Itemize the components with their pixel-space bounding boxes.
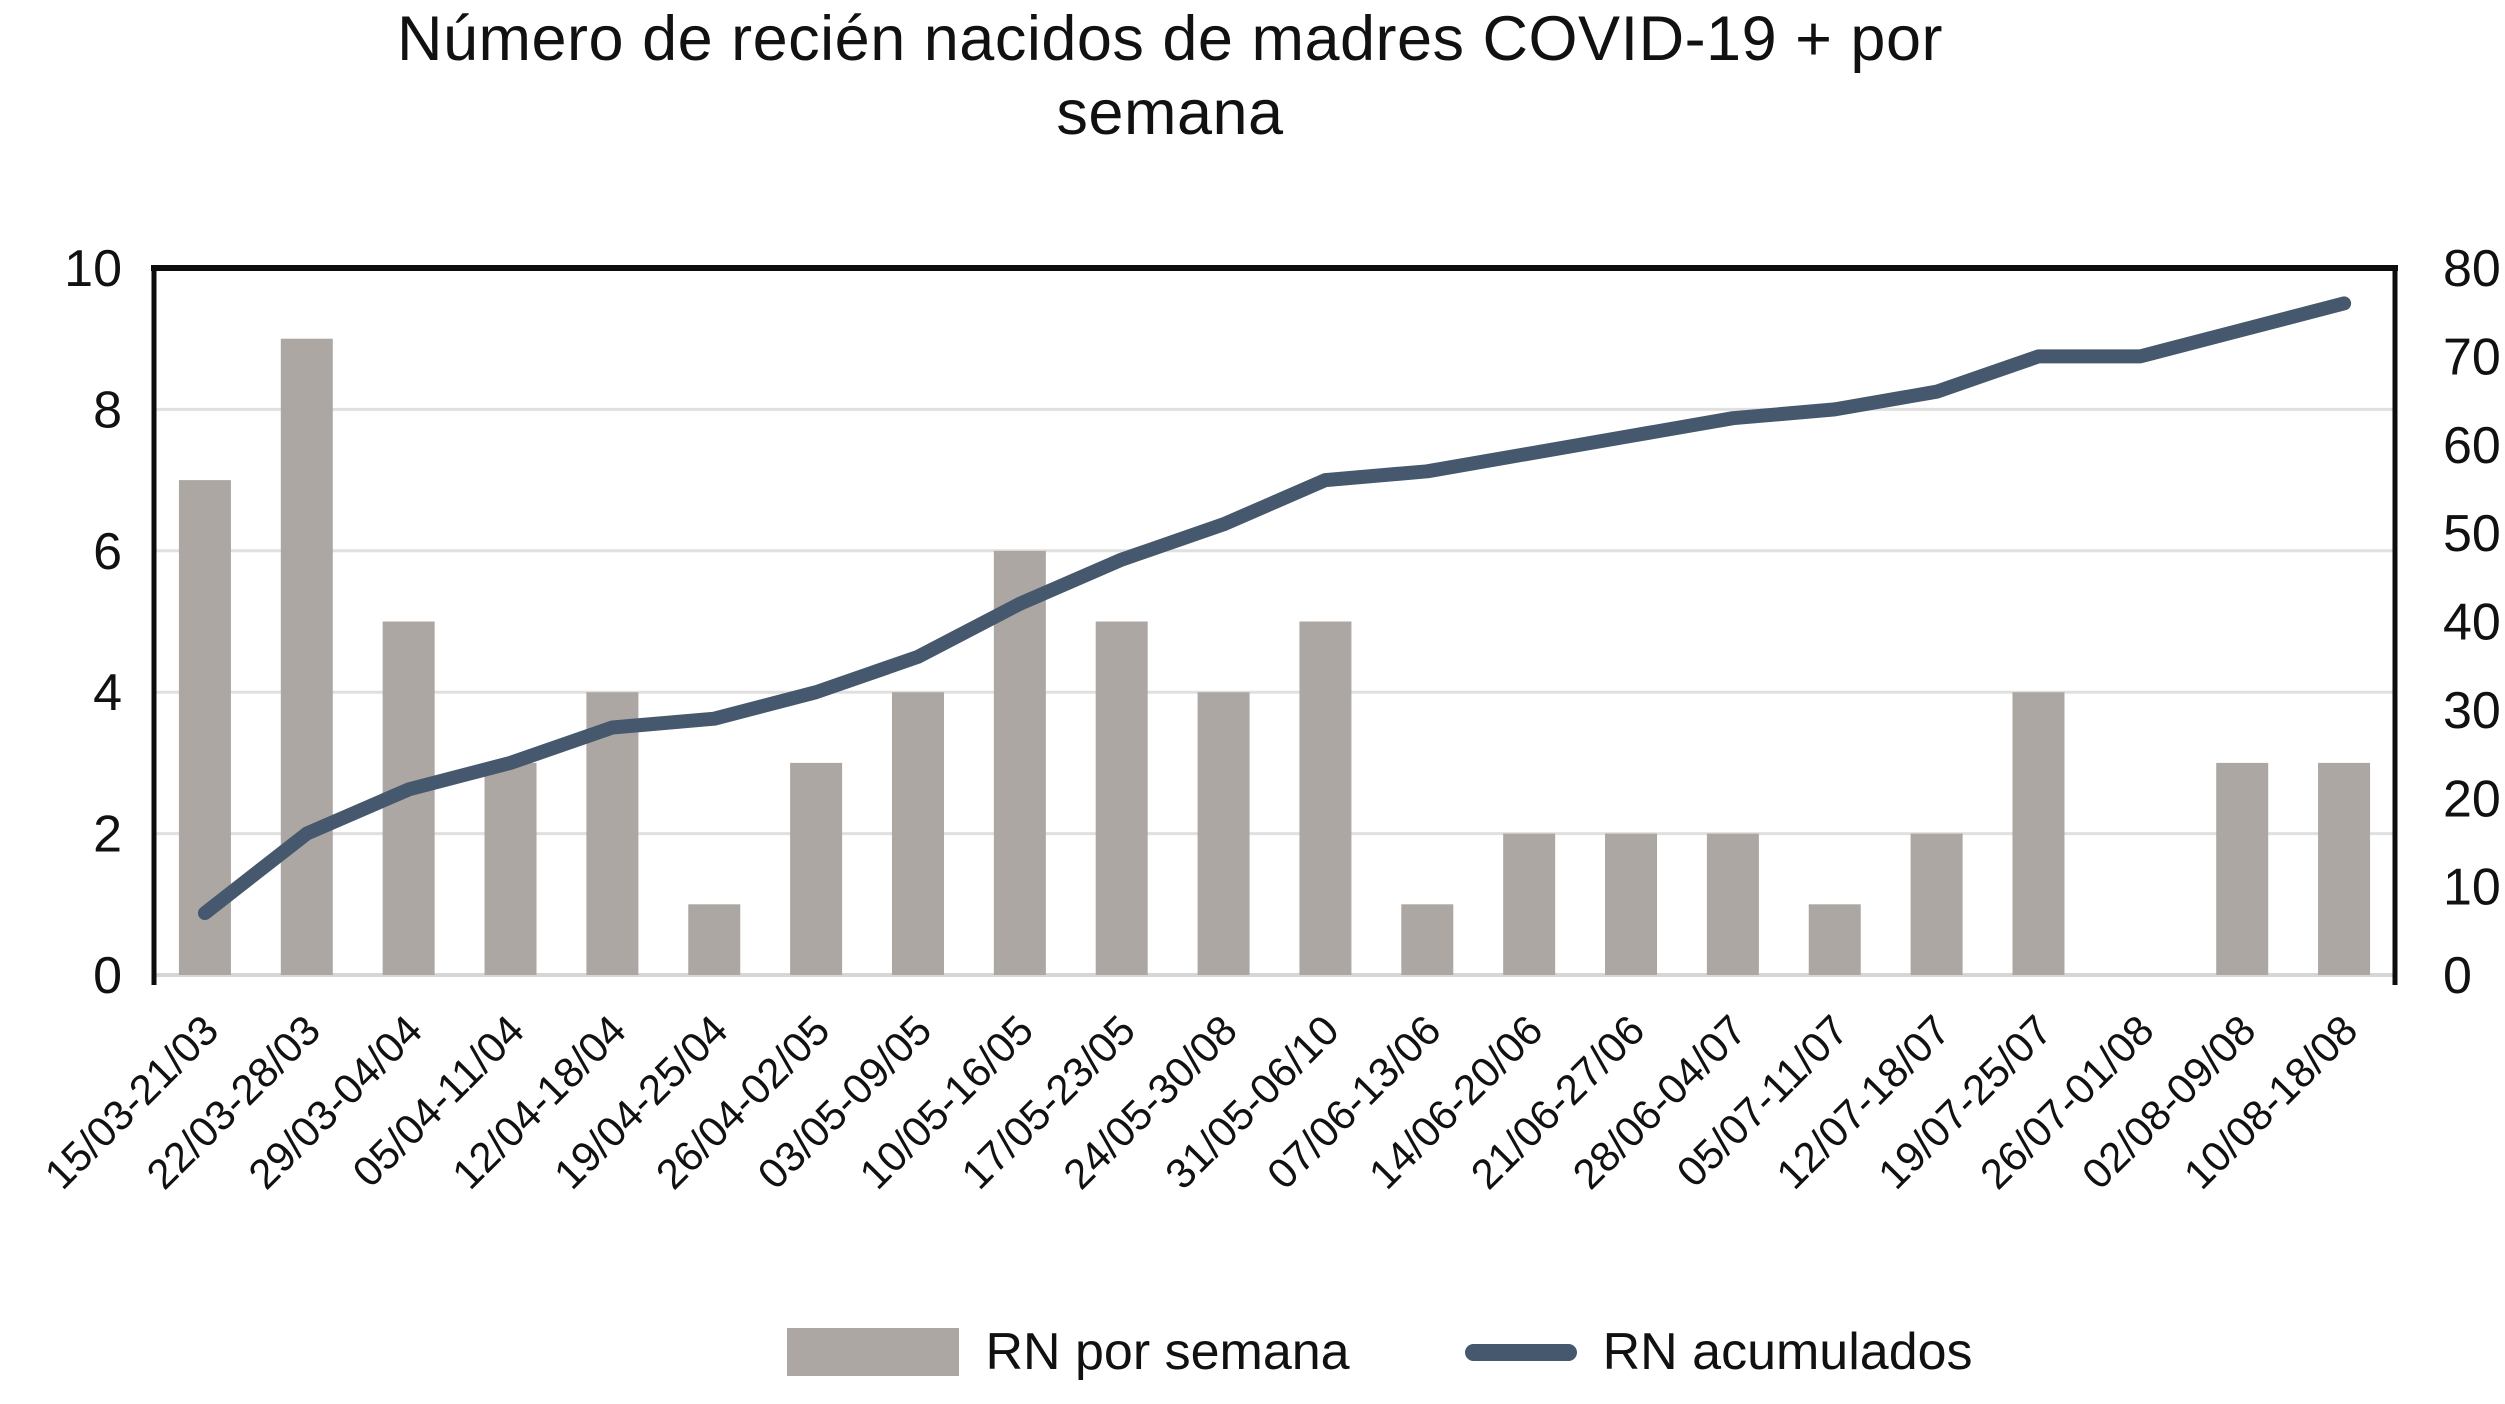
bar: [1910, 833, 1963, 975]
right-axis-tick-label: 20: [2443, 770, 2501, 828]
right-axis-tick-label: 30: [2443, 682, 2501, 740]
right-axis-tick-label: 60: [2443, 417, 2501, 475]
bar: [2012, 692, 2065, 975]
chart-legend: RN por semana RN acumulados: [0, 1322, 2505, 1382]
legend-item-line-series: RN acumulados: [1464, 1322, 1973, 1382]
bar: [688, 904, 741, 975]
right-axis-tick-label: 50: [2443, 505, 2501, 563]
right-axis-tick-label: 40: [2443, 594, 2501, 652]
left-axis-tick-label: 0: [93, 947, 122, 1005]
right-axis-tick-label: 0: [2443, 947, 2472, 1005]
bar: [2318, 762, 2371, 975]
combo-chart: 02468100102030405060708015/03-21/0322/03…: [36, 240, 2501, 1198]
line-series-swatch: [1464, 1343, 1577, 1361]
left-axis-tick-label: 2: [93, 806, 122, 864]
chart-title-line-2: semana: [1056, 78, 1284, 149]
right-axis-tick-label: 70: [2443, 328, 2501, 386]
left-axis-tick-label: 10: [64, 240, 122, 298]
right-axis-tick-label: 10: [2443, 859, 2501, 917]
bar: [1401, 904, 1454, 975]
right-axis-tick-label: 80: [2443, 240, 2501, 298]
bar: [1605, 833, 1658, 975]
bar: [1299, 621, 1352, 975]
bar: [280, 338, 333, 975]
bar: [993, 550, 1046, 975]
bar: [1095, 621, 1148, 975]
legend-label-line-series: RN acumulados: [1602, 1323, 1973, 1381]
chart-title-line-1: Número de recién nacidos de madres COVID…: [397, 4, 1943, 74]
bar: [1197, 692, 1250, 975]
legend-item-bar-series: RN por semana: [787, 1322, 1350, 1382]
left-axis-tick-label: 6: [93, 523, 122, 581]
bar: [891, 692, 944, 975]
bar: [484, 762, 537, 975]
left-axis-tick-label: 4: [93, 664, 122, 722]
bar: [790, 762, 843, 975]
chart-title: Número de recién nacidos de madres COVID…: [0, 2, 2340, 151]
bar: [2216, 762, 2269, 975]
bar: [1503, 833, 1556, 975]
cumulative-line: [197, 296, 2352, 921]
left-axis-tick-label: 8: [93, 381, 122, 439]
legend-label-bar-series: RN por semana: [985, 1323, 1350, 1381]
bar: [1706, 833, 1759, 975]
bar: [1808, 904, 1861, 975]
bar-series-swatch: [787, 1328, 960, 1376]
